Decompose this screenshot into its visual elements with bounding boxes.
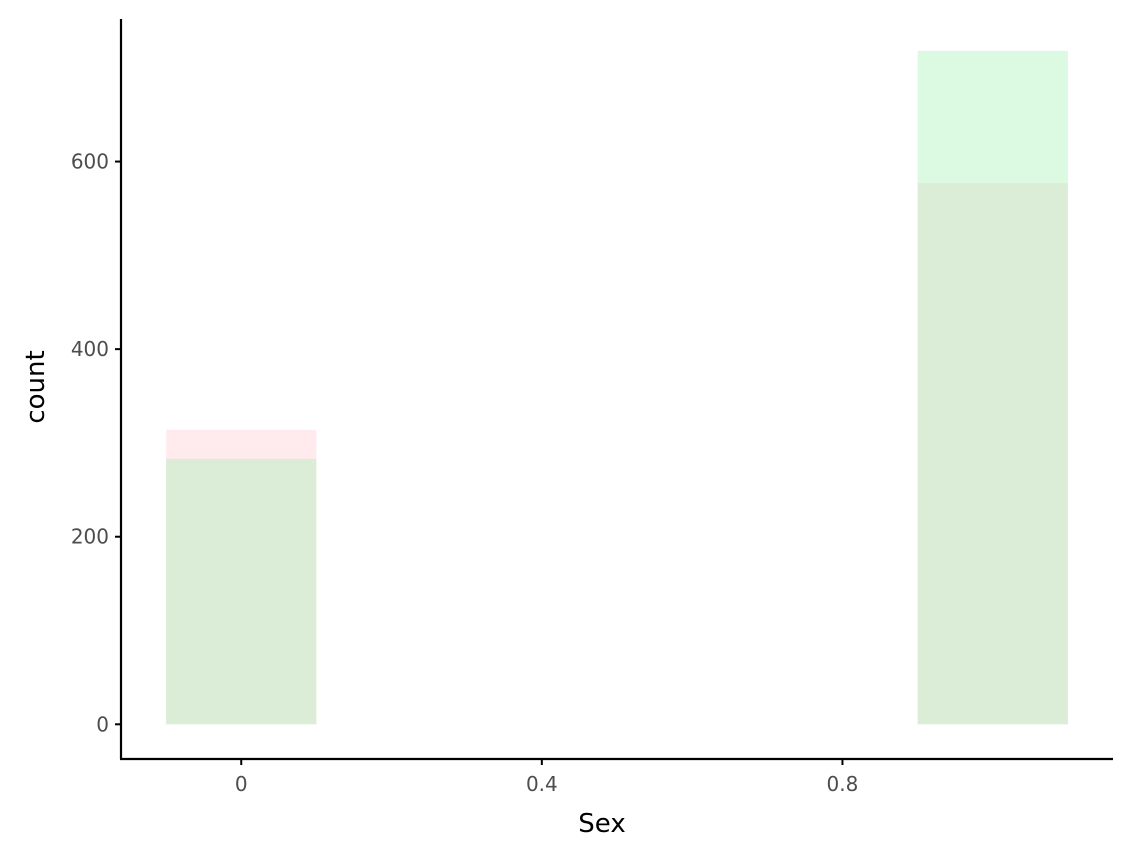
bar-series-0-0: [166, 429, 317, 725]
axes-layer: [119, 19, 1113, 761]
x-tick-label-0: 0: [235, 772, 248, 796]
x-tick-label-2: 0.8: [827, 772, 859, 796]
x-axis-title: Sex: [578, 809, 625, 839]
bar-series-1-1: [917, 50, 1068, 725]
y-tick-label-2: 400: [71, 337, 109, 361]
ticks-layer: 0 0.4 0.8 0 200 400 600: [71, 150, 859, 796]
y-tick-label-3: 600: [71, 150, 109, 174]
bar-series-0-1: [917, 183, 1068, 725]
bars-layer: [166, 50, 1068, 725]
y-axis-title: count: [21, 350, 51, 423]
y-tick-label-0: 0: [96, 712, 109, 736]
x-tick-label-1: 0.4: [526, 772, 558, 796]
bar-series-1-0: [166, 458, 317, 725]
y-tick-label-1: 200: [71, 525, 109, 549]
